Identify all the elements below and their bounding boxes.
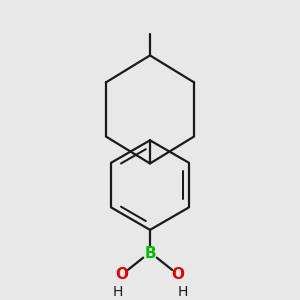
Text: O: O (171, 267, 184, 282)
Text: O: O (116, 267, 129, 282)
Text: B: B (144, 245, 156, 260)
Text: H: H (112, 285, 123, 298)
Text: H: H (177, 285, 188, 298)
